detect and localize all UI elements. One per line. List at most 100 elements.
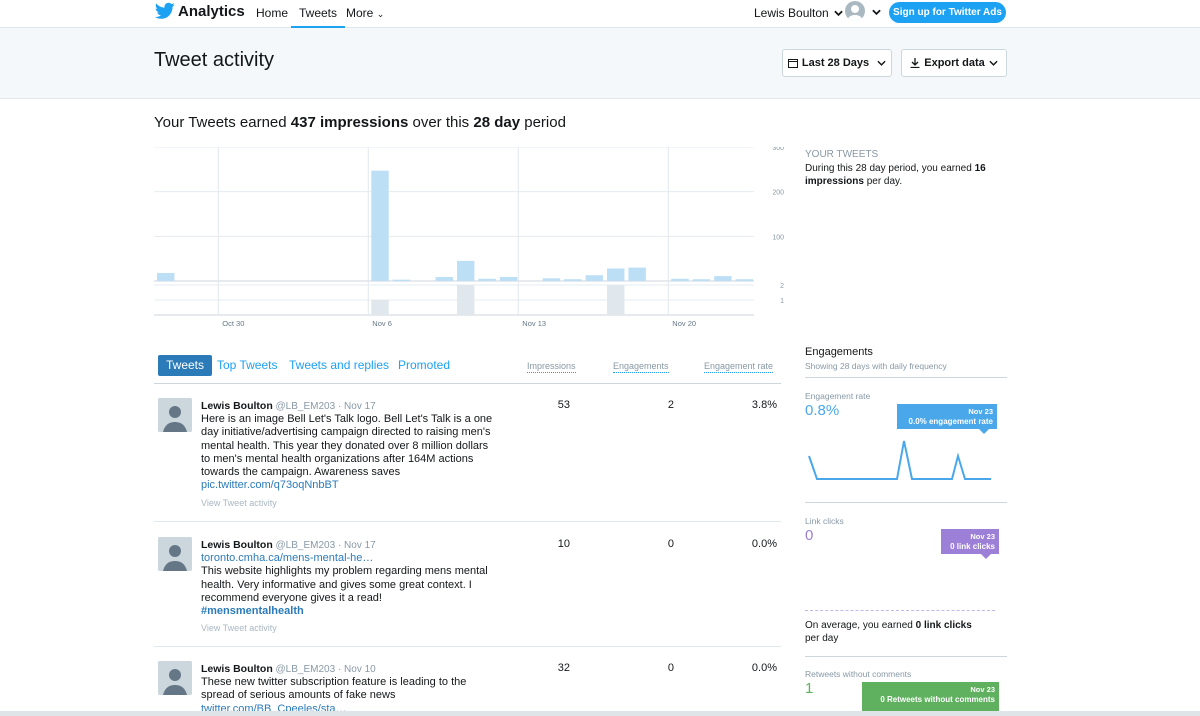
engagements-bar [457, 285, 475, 315]
impressions-bar [607, 268, 625, 281]
your-tweets-bold: 16 impressions [805, 163, 986, 187]
tweet-impressions: 10 [557, 538, 570, 550]
tweet-link[interactable]: toronto.cmha.ca/mens-mental-he… [201, 552, 374, 564]
nav-more-label: More [346, 6, 374, 20]
tweet-author: Lewis Boulton [201, 539, 273, 551]
impressions-bar [392, 279, 411, 281]
tweet-text-body: Here is an image Bell Let's Talk logo. B… [201, 413, 493, 479]
row-divider [154, 646, 781, 647]
retweets-value: 1 [805, 680, 814, 697]
bottom-scrollbar[interactable] [0, 711, 1200, 716]
tooltip-text: 0 link clicks [950, 542, 995, 551]
impressions-bar [435, 276, 453, 281]
nav-home[interactable]: Home [256, 6, 289, 20]
tweet-link[interactable]: twitter.com/BB_Cpeeles/sta… [201, 702, 347, 711]
link-clicks-tooltip: Nov 23 0 link clicks [941, 529, 999, 559]
nav-more[interactable]: More ⌄ [346, 6, 384, 20]
brand[interactable]: Analytics [155, 2, 245, 20]
tweet-hashtag[interactable]: #mensmentalhealth [201, 605, 304, 618]
tweet-row[interactable]: Lewis Boulton @LB_EM203 · Nov 10 These n… [154, 661, 781, 711]
retweets-tooltip: Nov 23 0 Retweets without comments [862, 682, 999, 716]
engagements-bar [371, 300, 389, 315]
avatar [158, 398, 192, 432]
column-engagements[interactable]: Engagements [613, 361, 669, 373]
tweet-header: Lewis Boulton @LB_EM203 · Nov 17 [201, 539, 376, 551]
engagement-rate-label: Engagement rate [805, 391, 871, 401]
tweet-author: Lewis Boulton [201, 400, 273, 412]
y-tick-label: 100 [772, 234, 784, 241]
tweet-engagements: 2 [667, 399, 674, 411]
divider [805, 377, 1007, 378]
tweet-text: These new twitter subscription feature i… [201, 676, 496, 711]
your-tweets-panel: YOUR TWEETS During this 28 day period, y… [805, 149, 1005, 188]
signup-twitter-ads-button[interactable]: Sign up for Twitter Ads [889, 2, 1006, 23]
x-tick-label: Nov 13 [522, 319, 546, 328]
impressions-bar [157, 272, 175, 281]
tweet-impressions: 32 [557, 662, 570, 674]
avatar[interactable] [845, 1, 865, 21]
impressions-bar [542, 278, 561, 281]
tweet-engagement-rate: 3.8% [751, 399, 777, 411]
link-clicks-label: Link clicks [805, 516, 844, 526]
chevron-down-icon [834, 10, 843, 17]
calendar-icon [787, 59, 798, 68]
date-range-button[interactable]: Last 28 Days [782, 49, 892, 77]
tweet-header: Lewis Boulton @LB_EM203 · Nov 10 [201, 663, 376, 675]
impressions-bar [371, 170, 389, 281]
tweet-handle-date: @LB_EM203 · Nov 17 [275, 540, 376, 551]
tweet-row[interactable]: Lewis Boulton @LB_EM203 · Nov 17 Here is… [154, 398, 781, 518]
user-icon [158, 398, 192, 432]
view-tweet-activity-link[interactable]: View Tweet activity [201, 623, 277, 633]
export-label: Export data [924, 57, 985, 69]
link-clicks-sparkline [805, 610, 995, 611]
impressions-bar [671, 278, 689, 281]
summary-suffix: period [520, 114, 566, 131]
tab-tweets[interactable]: Tweets [158, 355, 213, 376]
column-engagement-rate[interactable]: Engagement rate [704, 361, 774, 373]
impressions-bar [478, 278, 496, 281]
engagements-subtitle: Showing 28 days with daily frequency [805, 361, 947, 371]
brand-label: Analytics [178, 2, 245, 20]
tab-top-tweets[interactable]: Top Tweets [217, 358, 278, 372]
retweets-label: Retweets without comments [805, 669, 912, 679]
tweet-text-body: This website highlights my problem regar… [201, 565, 488, 604]
page-title: Tweet activity [154, 49, 275, 71]
y-tick-label: 2 [780, 283, 784, 290]
tweet-row[interactable]: Lewis Boulton @LB_EM203 · Nov 17 toronto… [154, 537, 781, 637]
tweet-handle-date: @LB_EM203 · Nov 10 [275, 664, 376, 675]
tweet-text: toronto.cmha.ca/mens-mental-he… This web… [201, 552, 496, 618]
link-avg-1: On average, you earned [805, 620, 916, 631]
tweet-text-body: These new twitter subscription feature i… [201, 676, 467, 702]
impressions-summary: Your Tweets earned 437 impressions over … [154, 114, 566, 131]
tooltip-date: Nov 23 [968, 407, 993, 416]
avatar [158, 661, 192, 695]
engagement-rate-tooltip: Nov 23 0.0% engagement rate [897, 404, 997, 434]
tab-tweets-and-replies[interactable]: Tweets and replies [289, 358, 390, 372]
engagements-title: Engagements [805, 346, 873, 358]
tab-promoted[interactable]: Promoted [398, 358, 451, 372]
link-avg-2: per day [805, 633, 839, 644]
chevron-down-icon: ⌄ [376, 9, 385, 19]
link-clicks-average: On average, you earned 0 link clicks per… [805, 619, 1005, 645]
link-clicks-value: 0 [805, 527, 814, 544]
chevron-down-icon[interactable] [872, 9, 881, 16]
user-icon [158, 537, 192, 571]
your-tweets-label: YOUR TWEETS [805, 149, 879, 160]
your-tweets-text: During this 28 day period, you earned 16… [805, 162, 1005, 188]
page-header: Tweet activity Last 28 Days Export data [0, 28, 1200, 99]
column-impressions[interactable]: Impressions [527, 361, 576, 373]
tweet-impressions: 53 [557, 399, 570, 411]
x-tick-label: Nov 20 [672, 319, 696, 328]
nav-tweets[interactable]: Tweets [291, 6, 346, 29]
tweet-author: Lewis Boulton [201, 663, 273, 675]
tweet-text: Here is an image Bell Let's Talk logo. B… [201, 413, 496, 493]
chevron-down-icon [989, 60, 998, 66]
tweet-link[interactable]: pic.twitter.com/q73oqNnbBT [201, 479, 339, 492]
export-data-button[interactable]: Export data [901, 49, 1007, 77]
tweet-header: Lewis Boulton @LB_EM203 · Nov 17 [201, 400, 376, 412]
tabs-divider [154, 383, 781, 384]
user-menu[interactable]: Lewis Boulton [754, 6, 843, 20]
tweet-engagements: 0 [667, 662, 674, 674]
link-avg-bold: 0 link clicks [915, 620, 972, 631]
view-tweet-activity-link[interactable]: View Tweet activity [201, 498, 277, 508]
